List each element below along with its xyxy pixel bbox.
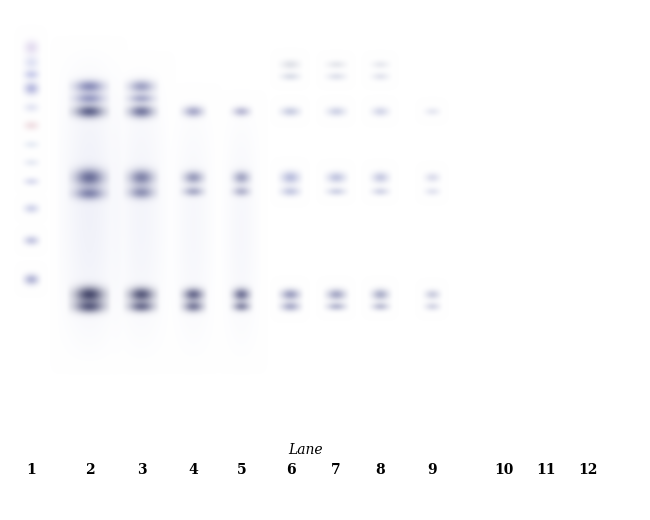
- Text: Lane: Lane: [288, 443, 323, 457]
- Text: 9: 9: [428, 463, 437, 477]
- Text: 7: 7: [332, 463, 341, 477]
- Text: 4: 4: [188, 463, 199, 477]
- Text: 6: 6: [286, 463, 295, 477]
- Text: 3: 3: [137, 463, 146, 477]
- Text: 10: 10: [494, 463, 514, 477]
- Text: 2: 2: [85, 463, 94, 477]
- Text: 5: 5: [237, 463, 246, 477]
- Text: 12: 12: [578, 463, 598, 477]
- Text: 1: 1: [26, 463, 36, 477]
- Text: 11: 11: [536, 463, 556, 477]
- Text: 8: 8: [376, 463, 385, 477]
